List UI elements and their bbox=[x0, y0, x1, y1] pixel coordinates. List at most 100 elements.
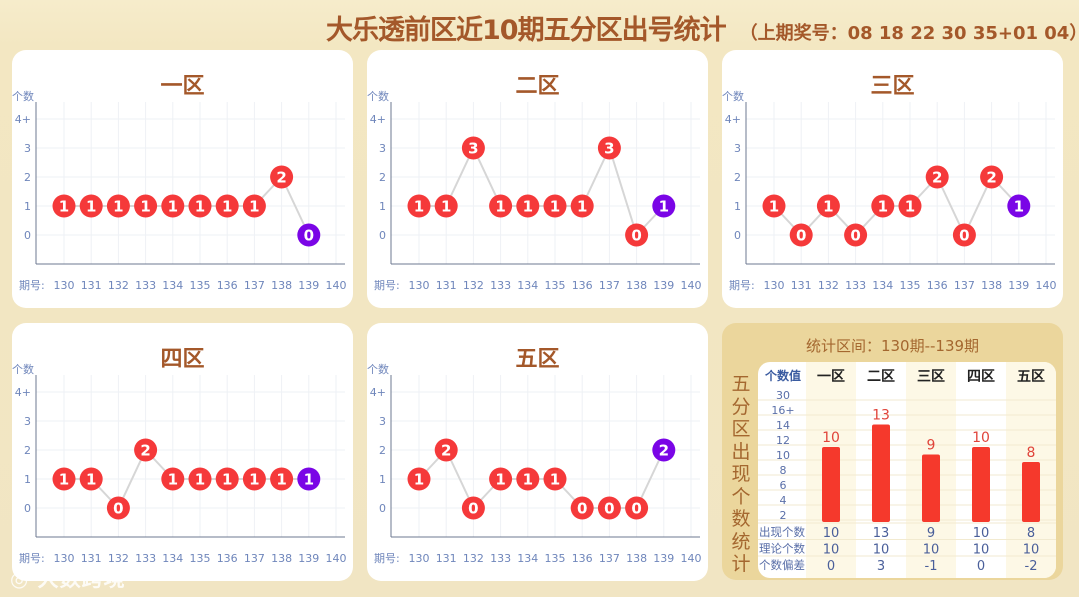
data-point-ball bbox=[407, 467, 431, 491]
row-value: 10 bbox=[823, 526, 840, 541]
x-tick-label: 136 bbox=[217, 279, 238, 292]
x-axis-label: 期号: bbox=[374, 552, 400, 565]
x-tick-label: 136 bbox=[572, 279, 593, 292]
y-axis-label: 个数 bbox=[12, 363, 34, 376]
data-point-ball bbox=[270, 165, 294, 189]
x-tick-label: 132 bbox=[818, 279, 839, 292]
data-point-label: 2 bbox=[276, 169, 286, 187]
zone-chart-panel: 二区 个数 0 1 2 3 4+ 期号: 130 131 132 133 134 135 136 137 138… bbox=[367, 50, 708, 308]
x-axis-label: 期号: bbox=[729, 279, 755, 292]
x-tick-label: 139 bbox=[653, 279, 674, 292]
x-tick-label: 135 bbox=[545, 552, 566, 565]
data-point-ball bbox=[52, 467, 76, 491]
y-tick-label: 14 bbox=[776, 419, 790, 432]
data-point-ball bbox=[489, 467, 513, 491]
row-value: 13 bbox=[873, 526, 890, 541]
x-tick-label: 136 bbox=[572, 552, 593, 565]
row-value: 10 bbox=[923, 543, 940, 558]
y-tick-label: 0 bbox=[379, 502, 386, 515]
row-value: 8 bbox=[1027, 526, 1035, 541]
data-point-label: 2 bbox=[441, 442, 451, 460]
data-point-ball bbox=[898, 194, 922, 218]
x-tick-label: 138 bbox=[271, 279, 292, 292]
bar bbox=[972, 447, 990, 522]
data-point-label: 1 bbox=[495, 198, 505, 216]
bar-value-label: 8 bbox=[1027, 445, 1036, 461]
y-tick-label: 2 bbox=[379, 444, 386, 457]
y-tick-label: 4+ bbox=[370, 386, 386, 399]
x-tick-label: 136 bbox=[217, 552, 238, 565]
x-axis-label: 期号: bbox=[374, 279, 400, 292]
x-tick-label: 135 bbox=[190, 552, 211, 565]
x-tick-label: 137 bbox=[244, 279, 265, 292]
data-point-label: 0 bbox=[604, 500, 614, 518]
row-value: 3 bbox=[877, 559, 885, 574]
bar bbox=[922, 454, 940, 522]
data-point-ball bbox=[625, 496, 649, 520]
x-tick-label: 131 bbox=[436, 279, 457, 292]
y-tick-label: 1 bbox=[379, 200, 386, 213]
x-tick-label: 135 bbox=[900, 279, 921, 292]
data-point-label: 0 bbox=[631, 227, 641, 245]
data-point-ball bbox=[52, 194, 76, 218]
data-point-label: 1 bbox=[222, 471, 232, 489]
data-point-ball bbox=[161, 467, 185, 491]
data-point-ball bbox=[652, 194, 676, 218]
data-point-label: 1 bbox=[222, 198, 232, 216]
x-tick-label: 140 bbox=[326, 552, 347, 565]
stats-side-label: 五分区出现个数统计 bbox=[731, 373, 751, 575]
x-tick-label: 138 bbox=[626, 279, 647, 292]
data-point-ball bbox=[79, 467, 103, 491]
x-tick-label: 138 bbox=[981, 279, 1002, 292]
row-value: -2 bbox=[1025, 559, 1038, 574]
data-point-ball bbox=[297, 223, 321, 247]
y-tick-label: 1 bbox=[379, 473, 386, 486]
series-line bbox=[64, 448, 309, 510]
data-point-label: 1 bbox=[823, 198, 833, 216]
x-tick-label: 132 bbox=[463, 552, 484, 565]
data-point-label: 3 bbox=[468, 140, 478, 158]
data-point-label: 2 bbox=[932, 169, 942, 187]
row-value: 0 bbox=[977, 559, 985, 574]
data-point-label: 0 bbox=[850, 227, 860, 245]
data-point-label: 0 bbox=[959, 227, 969, 245]
x-tick-label: 140 bbox=[1036, 279, 1057, 292]
y-tick-label: 3 bbox=[379, 142, 386, 155]
data-point-ball bbox=[106, 194, 130, 218]
data-point-ball bbox=[816, 194, 840, 218]
x-tick-label: 132 bbox=[463, 279, 484, 292]
row-value: 10 bbox=[973, 526, 990, 541]
row-value: 10 bbox=[973, 543, 990, 558]
x-tick-label: 132 bbox=[108, 279, 129, 292]
data-point-ball bbox=[925, 165, 949, 189]
data-point-label: 0 bbox=[796, 227, 806, 245]
data-point-label: 1 bbox=[414, 198, 424, 216]
bar bbox=[872, 424, 890, 522]
data-point-ball bbox=[543, 194, 567, 218]
data-point-ball bbox=[242, 194, 266, 218]
panel-title: 三区 bbox=[870, 74, 915, 99]
series-line bbox=[64, 175, 310, 236]
data-point-label: 0 bbox=[304, 227, 314, 245]
data-point-ball bbox=[516, 467, 540, 491]
data-point-label: 1 bbox=[414, 471, 424, 489]
x-tick-label: 133 bbox=[135, 552, 156, 565]
data-point-label: 0 bbox=[577, 500, 587, 518]
row-value: 10 bbox=[873, 543, 890, 558]
data-point-ball bbox=[79, 194, 103, 218]
data-point-label: 1 bbox=[168, 198, 178, 216]
x-tick-label: 134 bbox=[517, 552, 538, 565]
data-point-ball bbox=[489, 194, 513, 218]
y-tick-label: 4+ bbox=[370, 113, 386, 126]
data-point-label: 1 bbox=[276, 471, 286, 489]
y-tick-label: 1 bbox=[734, 200, 741, 213]
page-title: 大乐透前区近10期五分区出号统计 （上期奖号：08 18 22 30 35+01 … bbox=[326, 8, 1079, 47]
category-header: 一区 bbox=[817, 369, 845, 385]
x-tick-label: 134 bbox=[517, 279, 538, 292]
data-point-ball bbox=[516, 194, 540, 218]
data-point-ball bbox=[134, 194, 158, 218]
data-point-ball bbox=[1007, 194, 1031, 218]
data-point-label: 1 bbox=[59, 198, 69, 216]
data-point-label: 0 bbox=[113, 500, 123, 518]
